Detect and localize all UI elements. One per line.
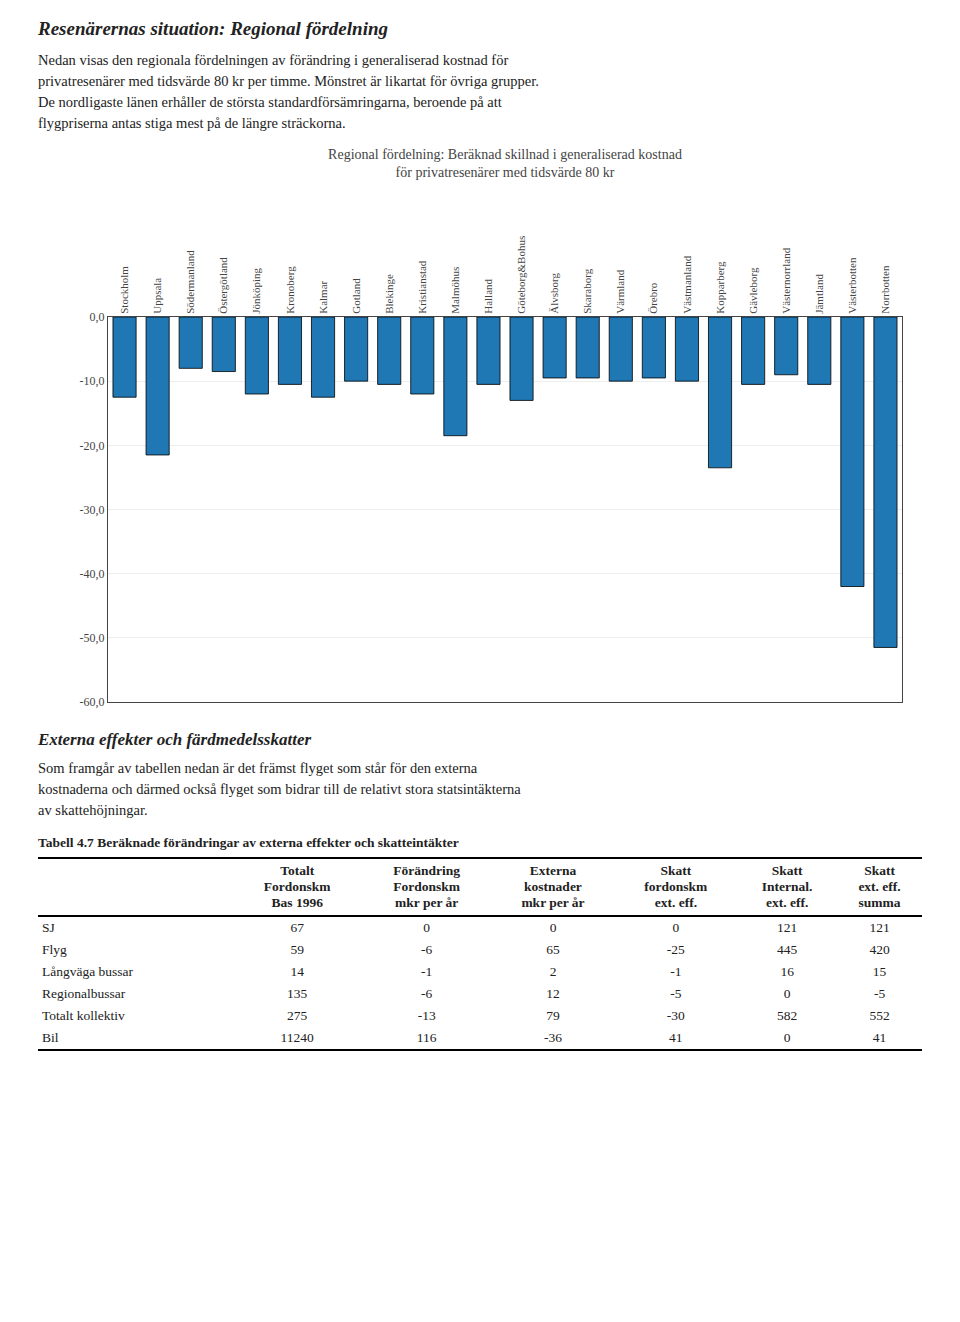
svg-text:Regional fördelning: Beräknad: Regional fördelning: Beräknad skillnad i… <box>328 147 682 180</box>
html-text:79: 79 <box>546 1008 560 1024</box>
html-text:Nedan visas den regionala förd: Nedan visas den regionala fördelningen a… <box>38 52 509 68</box>
svg-text:Älvsborg: Älvsborg <box>548 273 560 314</box>
html-text:11240: 11240 <box>280 1030 314 1046</box>
svg-text:-10,0: -10,0 <box>80 374 105 388</box>
html-text:16: 16 <box>780 964 794 980</box>
svg-text:Norrbotten: Norrbotten <box>879 265 891 314</box>
html-text:-6: -6 <box>421 986 433 1002</box>
html-text:Bil: Bil <box>42 1030 59 1046</box>
html-text:41: 41 <box>872 1030 887 1046</box>
html-text:-5: -5 <box>670 986 682 1002</box>
svg-text:Kronoberg: Kronoberg <box>284 266 296 314</box>
html-text:Skatt Internal. ext. eff.: Skatt Internal. ext. eff. <box>761 863 813 911</box>
html-text:-1: -1 <box>670 964 682 980</box>
html-text:2: 2 <box>549 964 557 980</box>
svg-text:Örebro: Örebro <box>647 282 659 314</box>
html-text:135: 135 <box>287 986 308 1002</box>
html-text:-25: -25 <box>666 942 685 958</box>
svg-text:Kristianstad: Kristianstad <box>416 260 428 314</box>
html-text:59: 59 <box>290 942 304 958</box>
html-text:552: 552 <box>869 1008 890 1024</box>
svg-text:Jämtland: Jämtland <box>813 274 825 314</box>
svg-text:0,0: 0,0 <box>90 310 105 324</box>
html-text:av skattehöjningar.: av skattehöjningar. <box>38 802 148 819</box>
html-text:kostnaderna och därmed också f: kostnaderna och därmed också flyget som … <box>38 781 521 798</box>
html-text:0: 0 <box>783 986 791 1002</box>
html-text:275: 275 <box>287 1008 308 1024</box>
svg-text:Gävleborg: Gävleborg <box>747 267 759 314</box>
svg-text:Skaraborg: Skaraborg <box>581 268 593 314</box>
html-text:privatresenärer med tidsvärde: privatresenärer med tidsvärde 80 kr per … <box>38 73 539 89</box>
svg-text:Gotland: Gotland <box>350 278 362 314</box>
html-text:Totalt Fordonskm Bas 1996: Totalt Fordonskm Bas 1996 <box>263 863 331 911</box>
html-text:Som framgår av tabellen nedan: Som framgår av tabellen nedan är det frä… <box>38 760 478 777</box>
svg-text:Västernorrland: Västernorrland <box>780 247 792 313</box>
html-text:15: 15 <box>872 964 887 980</box>
html-text:Förändring Fordonskm mkr per å: Förändring Fordonskm mkr per år <box>393 863 461 911</box>
html-text:65: 65 <box>546 942 560 958</box>
html-text:121: 121 <box>869 920 890 936</box>
svg-text:Södermanland: Södermanland <box>184 250 196 314</box>
html-text:-5: -5 <box>873 986 886 1002</box>
html-text:121: 121 <box>777 920 798 936</box>
svg-text:Kopparberg: Kopparberg <box>714 261 726 314</box>
html-text:0: 0 <box>549 920 557 936</box>
html-text:Skatt ext. eff. summa: Skatt ext. eff. summa <box>858 863 901 911</box>
html-text:SJ: SJ <box>42 920 55 936</box>
svg-text:Göteborg&Bohus: Göteborg&Bohus <box>515 236 527 314</box>
svg-text:Östergötland: Östergötland <box>217 257 229 314</box>
svg-text:Västerbotten: Västerbotten <box>846 257 858 314</box>
html-text:De nordligaste länen erhåller: De nordligaste länen erhåller de största… <box>38 94 502 110</box>
html-text:12: 12 <box>546 986 560 1002</box>
html-text:420: 420 <box>869 942 890 958</box>
html-text:41: 41 <box>669 1030 683 1046</box>
svg-text:-40,0: -40,0 <box>80 567 105 581</box>
svg-text:Malmöhus: Malmöhus <box>449 267 461 314</box>
html-text:Externa effekter och färdmedel: Externa effekter och färdmedelsskatter <box>38 730 312 750</box>
svg-text:-30,0: -30,0 <box>80 503 105 517</box>
html-text:Totalt kollektiv: Totalt kollektiv <box>42 1008 125 1024</box>
html-text:-36: -36 <box>544 1030 562 1046</box>
svg-text:Västmanland: Västmanland <box>681 255 693 314</box>
html-text:116: 116 <box>416 1030 437 1046</box>
html-text:Resenärernas situation: Region: Resenärernas situation: Regional fördeln… <box>38 18 388 39</box>
html-text:0: 0 <box>783 1030 791 1046</box>
svg-text:-50,0: -50,0 <box>80 631 105 645</box>
svg-text:Jönköping: Jönköping <box>250 268 262 314</box>
html-text:0: 0 <box>672 920 680 936</box>
html-text:Flyg: Flyg <box>42 942 67 958</box>
svg-text:Värmland: Värmland <box>614 269 626 313</box>
html-text:flygpriserna antas stiga mest: flygpriserna antas stiga mest på de läng… <box>38 115 346 131</box>
html-text:445: 445 <box>777 942 798 958</box>
html-text:Regionalbussar: Regionalbussar <box>42 986 126 1002</box>
svg-text:Kalmar: Kalmar <box>317 281 329 314</box>
svg-text:Uppsala: Uppsala <box>151 278 163 314</box>
svg-text:Halland: Halland <box>482 279 494 314</box>
html-text:-1: -1 <box>421 964 433 980</box>
svg-text:Stockholm: Stockholm <box>118 266 130 314</box>
html-text:Långväga bussar: Långväga bussar <box>42 964 134 980</box>
svg-text:-20,0: -20,0 <box>80 439 105 453</box>
svg-text:-60,0: -60,0 <box>80 695 105 709</box>
html-text:14: 14 <box>290 964 304 980</box>
html-text:Skatt fordonskm ext. eff.: Skatt fordonskm ext. eff. <box>644 863 708 911</box>
html-text:-13: -13 <box>417 1008 436 1024</box>
html-text:-30: -30 <box>666 1008 685 1024</box>
svg-text:Blekinge: Blekinge <box>383 274 395 314</box>
html-text:-6: -6 <box>421 942 433 958</box>
html-text:0: 0 <box>423 920 431 936</box>
html-text:582: 582 <box>777 1008 798 1024</box>
html-text:Externa kostnader mkr per år: Externa kostnader mkr per år <box>521 863 585 911</box>
html-text:Tabell 4.7 Beräknade förändrin: Tabell 4.7 Beräknade förändringar av ext… <box>38 835 459 851</box>
html-text:67: 67 <box>290 920 304 936</box>
